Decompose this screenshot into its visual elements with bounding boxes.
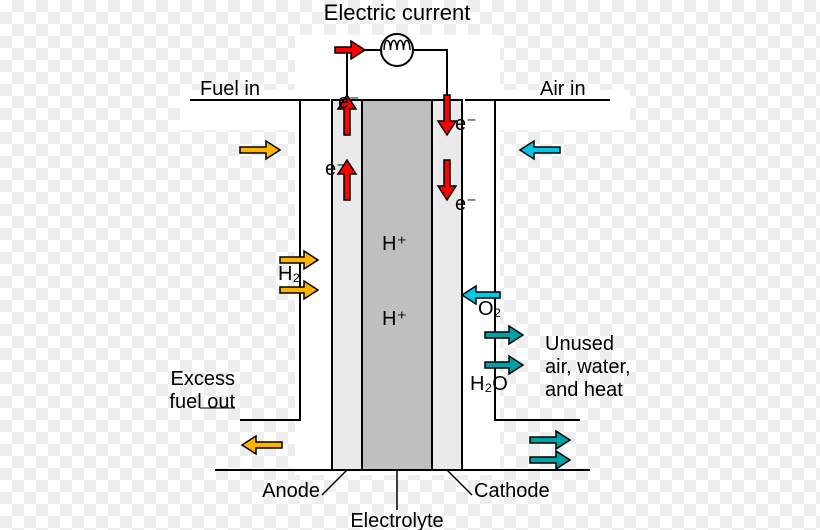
e-label-1: e⁻ (338, 91, 360, 113)
h2o-label: H₂O (470, 373, 508, 395)
e-label-4: e⁻ (455, 193, 477, 215)
cathode-column (432, 100, 462, 470)
unused-label: Unusedair, water,and heat (545, 333, 631, 401)
fuel-in-label: Fuel in (200, 78, 260, 100)
unused-arrow-2 (530, 451, 570, 469)
excess-arrow (242, 436, 282, 454)
electrolyte-label: Electrolyte (350, 510, 443, 530)
air-in-arrow (520, 141, 560, 159)
anode-column (332, 100, 362, 470)
fuel-cell-diagram: Electric current Fuel in Air in Excessfuel … (0, 0, 820, 530)
fuel-in-arrow (240, 141, 280, 159)
h-plus-2: H⁺ (382, 308, 407, 330)
h-plus-1: H⁺ (382, 233, 407, 255)
cathode-label: Cathode (474, 480, 550, 502)
electrolyte-column (362, 100, 432, 470)
unused-arrow-1 (530, 431, 570, 449)
h2-label: H₂ (278, 263, 300, 285)
e-label-2: e⁻ (325, 158, 347, 180)
air-in-label: Air in (540, 78, 586, 100)
o2-label: O₂ (478, 298, 501, 320)
title-label: Electric current (324, 0, 471, 25)
e-label-3: e⁻ (455, 113, 477, 135)
excess-label: Excessfuel out (169, 368, 235, 413)
anode-label: Anode (262, 480, 320, 502)
